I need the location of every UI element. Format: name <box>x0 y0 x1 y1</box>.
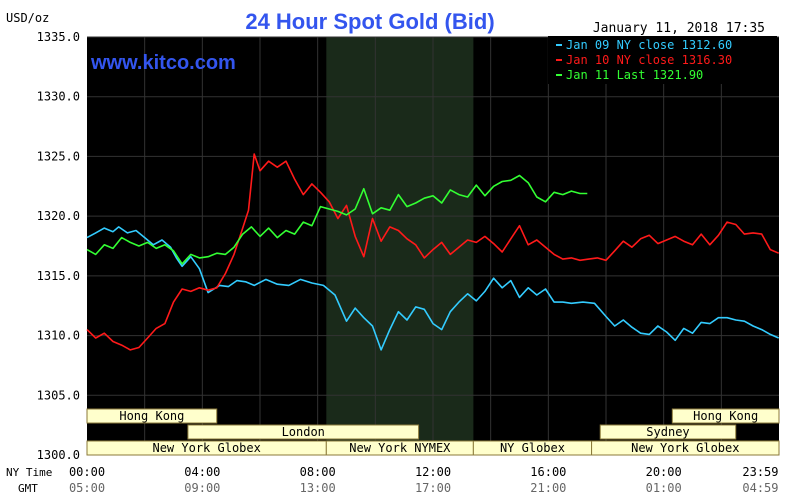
y-tick-label: 1325.0 <box>37 149 80 163</box>
session-band <box>187 424 420 440</box>
nymex-session-shading <box>326 37 474 455</box>
session-label: London <box>282 425 325 439</box>
session-label: NY Globex <box>500 441 565 455</box>
legend-entry: Jan 11 Last 1321.90 <box>566 68 703 82</box>
session-label: Hong Kong <box>119 409 184 423</box>
x-tick-label-gmt: 05:00 <box>69 481 105 495</box>
y-tick-label: 1320.0 <box>37 209 80 223</box>
x-tick-label-gmt: 13:00 <box>300 481 336 495</box>
x-tick-label-ny: 00:00 <box>69 465 105 479</box>
y-tick-label: 1300.0 <box>37 448 80 462</box>
x-axis: 00:00 04:00 08:00 12:00 16:00 20:00 23:59 05:00… <box>69 465 779 495</box>
session-label: New York Globex <box>631 441 739 455</box>
x-tick-label-gmt: 01:00 <box>646 481 682 495</box>
y-axis: 1335.0 1330.0 1325.0 1320.0 1315.0 1310.0 1305… <box>37 30 80 462</box>
x-tick-label-ny: 23:59 <box>742 465 778 479</box>
x-tick-label-gmt: 17:00 <box>415 481 451 495</box>
session-band <box>599 424 737 440</box>
chart-timestamp: January 11, 2018 17:35 <box>593 21 765 36</box>
price-series <box>86 153 780 351</box>
session-band <box>86 408 218 424</box>
x-tick-label-gmt: 09:00 <box>184 481 220 495</box>
y-tick-label: 1330.0 <box>37 90 80 104</box>
x-tick-label-ny: 16:00 <box>530 465 566 479</box>
x-tick-label-gmt: 04:59 <box>742 481 778 495</box>
session-band <box>671 408 780 424</box>
y-axis-unit: USD/oz <box>6 11 49 25</box>
session-label: Sydney <box>646 425 689 439</box>
chart-title: 24 Hour Spot Gold (Bid) <box>245 9 494 34</box>
y-tick-label: 1305.0 <box>37 388 80 402</box>
market-sessions: Hong Kong Hong Kong London Sydney New York G… <box>86 408 780 456</box>
legend-entry: Jan 09 NY close 1312.60 <box>566 38 732 52</box>
y-tick-label: 1315.0 <box>37 269 80 283</box>
session-label: Hong Kong <box>693 409 758 423</box>
session-band <box>591 440 780 456</box>
x-tick-label-ny: 12:00 <box>415 465 451 479</box>
session-label: New York NYMEX <box>349 441 451 455</box>
x-tick-label-ny: 04:00 <box>184 465 220 479</box>
series-line-1 <box>86 153 780 351</box>
legend-entry: Jan 10 NY close 1316.30 <box>566 53 732 67</box>
legend-box <box>548 36 777 84</box>
y-tick-label: 1335.0 <box>37 30 80 44</box>
x-tick-label-ny: 08:00 <box>300 465 336 479</box>
y-tick-label: 1310.0 <box>37 329 80 343</box>
x-tick-label-ny: 20:00 <box>646 465 682 479</box>
brand-watermark: www.kitco.com <box>90 52 236 74</box>
x-row-label-ny: NY Time <box>6 466 52 479</box>
x-row-label-gmt: GMT <box>18 482 38 495</box>
series-line-2 <box>86 174 588 265</box>
series-line-0 <box>86 226 780 351</box>
session-label: New York Globex <box>152 441 260 455</box>
x-tick-label-gmt: 21:00 <box>530 481 566 495</box>
